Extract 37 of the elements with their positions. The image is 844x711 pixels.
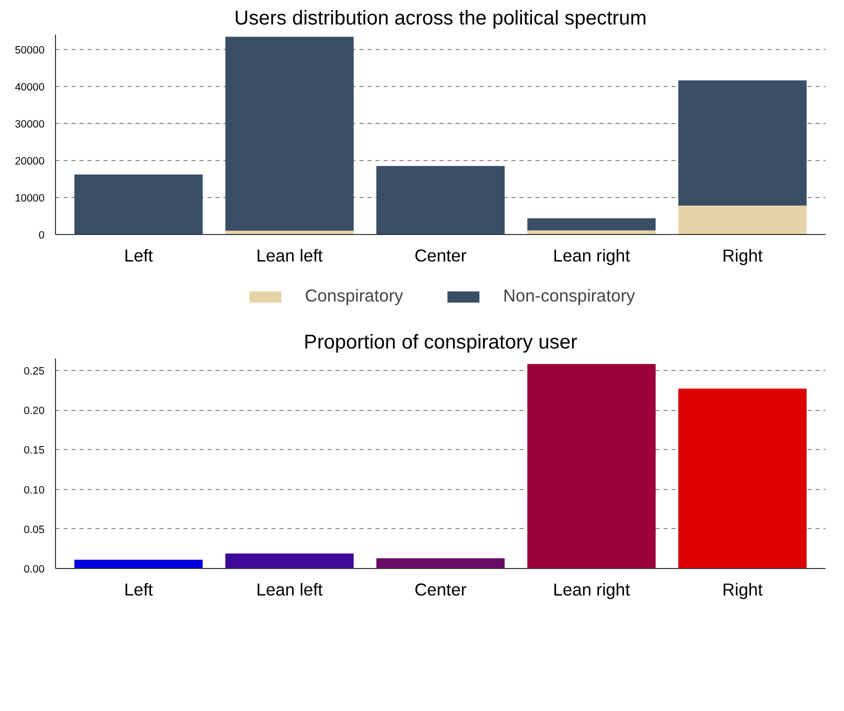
y-tick-label: 0.20 — [24, 405, 45, 418]
bar — [678, 206, 807, 234]
bar — [74, 174, 203, 234]
bar — [376, 558, 505, 568]
y-tick-label: 0.15 — [24, 444, 45, 457]
bar — [527, 218, 656, 230]
y-tick-label: 20000 — [14, 155, 45, 168]
bar — [74, 560, 203, 568]
chart-title: Proportion of conspiratory user — [304, 332, 578, 354]
x-tick-label: Left — [124, 580, 154, 600]
y-tick-label: 0.25 — [24, 365, 45, 378]
x-tick-label: Left — [124, 246, 154, 266]
x-tick-label: Center — [414, 580, 467, 600]
chart-title: Users distribution across the political spectrum — [234, 8, 647, 30]
y-tick-label: 0.05 — [24, 524, 45, 536]
x-tick-label: Right — [722, 580, 763, 600]
x-tick-label: Lean left — [256, 580, 323, 600]
y-tick-label: 50000 — [14, 44, 45, 56]
y-tick-label: 0 — [38, 230, 45, 242]
x-tick-label: Center — [414, 246, 467, 266]
y-tick-label: 30000 — [14, 118, 45, 130]
bar — [376, 166, 505, 234]
y-tick-label: 0.10 — [24, 484, 45, 496]
y-tick-label: 40000 — [14, 81, 45, 94]
bar — [225, 553, 354, 568]
bar — [527, 364, 656, 568]
x-tick-label: Lean right — [552, 580, 630, 600]
x-tick-label: Lean right — [552, 246, 630, 266]
y-tick-label: 0.00 — [24, 564, 45, 576]
legend-label: Non-conspiratory — [503, 286, 636, 306]
legend-label: Conspiratory — [304, 286, 404, 306]
x-tick-label: Lean left — [256, 246, 323, 266]
bar — [678, 80, 807, 206]
y-tick-label: 10000 — [14, 192, 45, 204]
bar — [225, 36, 354, 231]
bar — [678, 388, 807, 568]
x-tick-label: Right — [722, 246, 763, 266]
